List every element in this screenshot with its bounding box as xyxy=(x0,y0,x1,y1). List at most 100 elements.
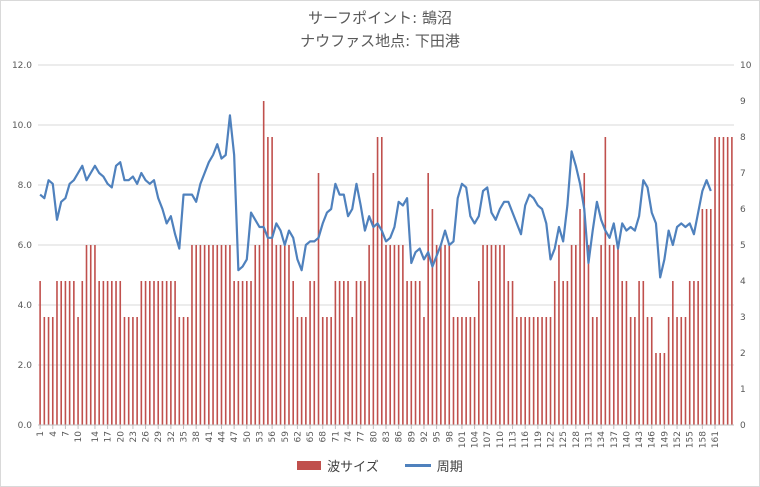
bar xyxy=(144,281,147,425)
bar xyxy=(313,281,316,425)
bar xyxy=(629,317,632,425)
bar xyxy=(102,281,105,425)
bar xyxy=(570,245,573,425)
y-right-tick-label: 8 xyxy=(740,133,746,143)
x-tick-label: 149 xyxy=(660,431,670,448)
bar xyxy=(659,353,661,425)
bar xyxy=(267,137,269,425)
bar xyxy=(64,281,67,425)
bar xyxy=(693,281,695,425)
x-tick-label: 65 xyxy=(306,431,316,442)
bar xyxy=(672,281,674,425)
y-right-tick-label: 0 xyxy=(740,421,746,431)
x-tick-label: 71 xyxy=(331,431,341,442)
bar xyxy=(279,245,282,425)
bar xyxy=(583,173,586,425)
bar xyxy=(119,281,122,425)
bar xyxy=(250,281,252,425)
bar xyxy=(541,317,543,425)
y-right-tick-label: 10 xyxy=(740,61,752,71)
bar xyxy=(212,245,214,425)
bar xyxy=(507,281,510,425)
y-left-tick-label: 6.0 xyxy=(18,241,33,251)
x-tick-label: 44 xyxy=(217,431,227,443)
x-tick-label: 140 xyxy=(622,431,632,448)
bar xyxy=(39,281,41,425)
x-tick-label: 50 xyxy=(243,431,253,443)
x-tick-label: 122 xyxy=(547,431,557,448)
x-tick-label: 110 xyxy=(496,431,506,448)
x-tick-label: 68 xyxy=(319,431,329,443)
bar xyxy=(511,281,514,425)
bar xyxy=(722,137,725,425)
bar xyxy=(258,245,261,425)
bar xyxy=(199,245,202,425)
x-tick-label: 59 xyxy=(281,431,291,443)
bar xyxy=(431,209,434,425)
x-tick-label: 131 xyxy=(584,431,594,448)
y-right-tick-label: 7 xyxy=(740,169,746,179)
bar xyxy=(444,245,446,425)
bar xyxy=(486,245,489,425)
x-tick-label: 20 xyxy=(116,431,126,443)
y-right-tick-label: 2 xyxy=(740,349,746,359)
bar xyxy=(452,317,455,425)
y-left-tick-label: 2.0 xyxy=(18,361,33,371)
bar xyxy=(726,137,729,425)
bar xyxy=(330,317,332,425)
bar xyxy=(427,173,429,425)
bar xyxy=(98,281,100,425)
bar xyxy=(680,317,683,425)
bar xyxy=(709,209,712,425)
bar xyxy=(351,317,354,425)
x-tick-label: 116 xyxy=(521,431,531,448)
bar xyxy=(140,281,143,425)
bar xyxy=(111,281,113,425)
bar xyxy=(368,245,370,425)
bar xyxy=(233,281,235,425)
bar xyxy=(174,281,176,425)
bar xyxy=(229,245,231,425)
x-tick-label: 125 xyxy=(559,431,569,448)
bar xyxy=(305,317,307,425)
x-tick-label: 83 xyxy=(382,431,392,442)
x-tick-label: 134 xyxy=(597,431,607,448)
bar xyxy=(43,317,46,425)
bar xyxy=(216,245,219,425)
x-tick-label: 26 xyxy=(142,431,152,443)
bar xyxy=(326,317,328,425)
bar xyxy=(410,281,413,425)
bar xyxy=(406,281,408,425)
bar xyxy=(127,317,130,425)
y-right-tick-label: 1 xyxy=(740,385,746,395)
bar xyxy=(545,317,548,425)
bar xyxy=(705,209,708,425)
bar xyxy=(684,317,687,425)
bar xyxy=(153,281,155,425)
bar xyxy=(465,317,467,425)
bar xyxy=(612,245,615,425)
bar xyxy=(731,137,733,425)
y-left-tick-label: 4.0 xyxy=(18,301,33,311)
bar xyxy=(224,245,227,425)
x-tick-label: 38 xyxy=(192,431,202,443)
bar xyxy=(423,317,425,425)
bar xyxy=(68,281,71,425)
bar xyxy=(553,281,556,425)
bar xyxy=(482,245,484,425)
bar xyxy=(73,281,75,425)
bar xyxy=(469,317,472,425)
bar xyxy=(537,317,539,425)
bar xyxy=(617,245,619,425)
chart-legend: 波サイズ 周期 xyxy=(0,456,760,475)
bar xyxy=(634,317,636,425)
y-left-tick-label: 8.0 xyxy=(18,181,33,191)
bar xyxy=(440,245,442,425)
bar xyxy=(237,281,240,425)
y-right-tick-label: 9 xyxy=(740,97,746,107)
bar xyxy=(650,317,653,425)
bar xyxy=(549,317,552,425)
x-tick-label: 101 xyxy=(458,431,468,448)
bar xyxy=(663,353,666,425)
bar xyxy=(524,317,527,425)
